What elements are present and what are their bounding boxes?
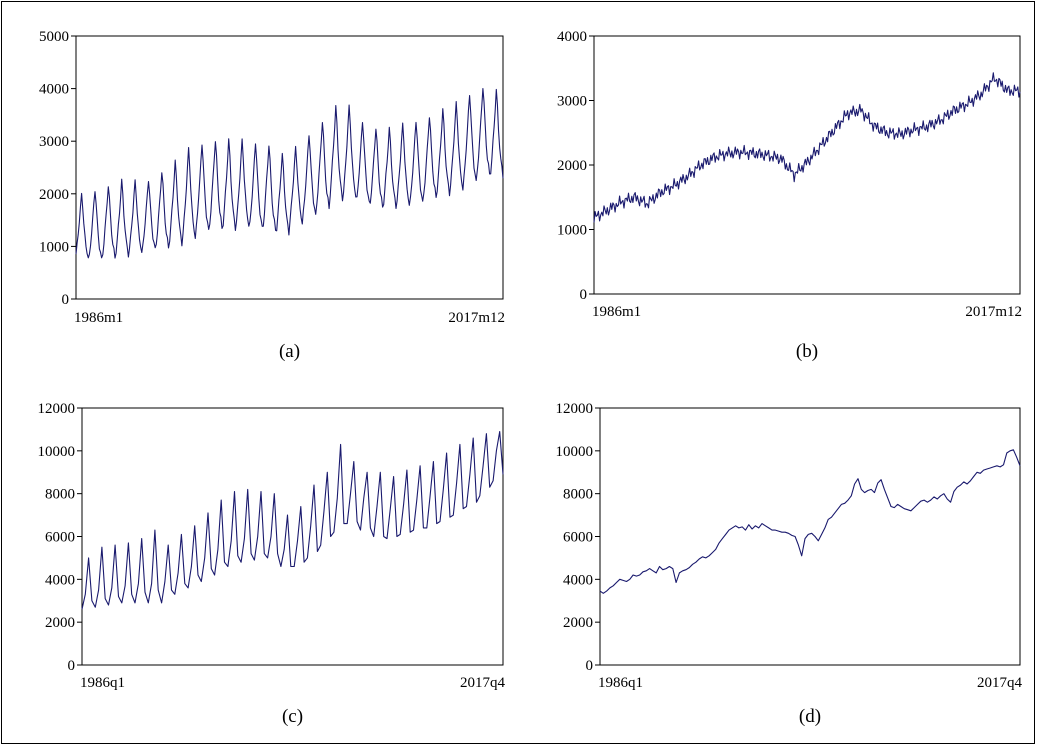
series-line [593,72,1021,223]
y-tick-label: 4000 [45,572,75,588]
y-tick-label: 12000 [38,401,76,417]
y-tick-label: 3000 [39,134,69,150]
series-line [75,88,504,259]
x-end-label: 2017m12 [448,310,505,326]
plot-area [593,35,1021,295]
y-tick-label: 4000 [563,572,593,588]
y-tick-label: 0 [62,292,70,308]
y-tick-label: 2000 [45,615,75,631]
x-start-label: 1986q1 [80,675,125,691]
y-tick-label: 0 [580,287,588,303]
y-tick-label: 8000 [45,487,75,503]
y-tick-label: 1000 [557,223,587,239]
y-tick-label: 0 [586,658,594,674]
y-tick-label: 0 [68,658,76,674]
panel-label: (a) [279,341,300,362]
x-start-label: 1986m1 [74,310,123,326]
y-tick-label: 6000 [45,530,75,546]
panel-label: (d) [799,706,821,727]
y-tick-label: 10000 [556,444,594,460]
y-tick-label: 10000 [38,444,76,460]
panel-label: (b) [796,341,818,362]
x-start-label: 1986q1 [598,675,643,691]
plot-area [599,407,1021,666]
y-tick-label: 1000 [39,239,69,255]
y-tick-label: 2000 [563,615,593,631]
y-tick-label: 12000 [556,401,594,417]
y-tick-label: 5000 [39,29,69,45]
panel-label: (c) [282,706,303,727]
y-tick-label: 4000 [39,82,69,98]
series-line [81,431,504,610]
x-end-label: 2017q4 [460,675,506,691]
chart-panel-a: 0 1000 2000 3000 4000 5000 1986m1 2017m12 (a) [39,29,505,362]
chart-panel-d: 0 2000 4000 6000 8000 10000 12000 1986q1 2017q4 (… [556,401,1023,727]
chart-panel-b: 0 1000 2000 3000 4000 1986m1 2017m12 (b) [557,29,1022,362]
plot-area [75,35,504,300]
y-tick-label: 8000 [563,487,593,503]
chart-panel-c: 0 2000 4000 6000 8000 10000 12000 1986q1 2017q4 (… [38,401,506,727]
series-line [599,449,1021,594]
y-tick-label: 2000 [557,158,587,174]
x-start-label: 1986m1 [592,304,641,320]
y-tick-label: 2000 [39,187,69,203]
plot-area [81,407,504,666]
x-end-label: 2017m12 [965,304,1022,320]
y-tick-label: 4000 [557,29,587,45]
y-tick-label: 3000 [557,94,587,110]
x-end-label: 2017q4 [977,675,1023,691]
y-tick-label: 6000 [563,530,593,546]
